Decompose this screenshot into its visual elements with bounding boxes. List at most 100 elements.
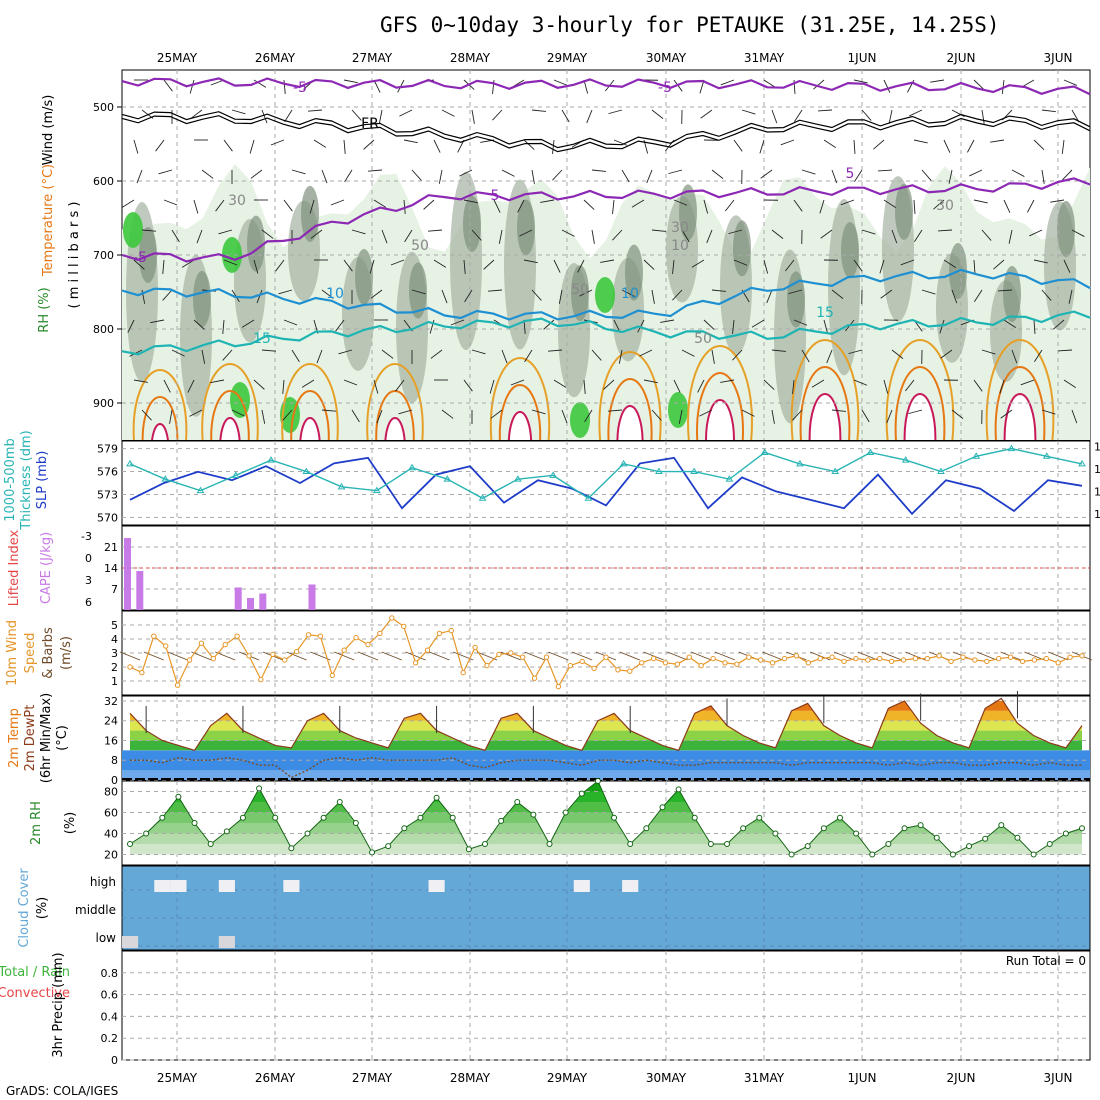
dewpoint-line xyxy=(130,757,1082,779)
rh-point xyxy=(514,799,521,805)
wind-barb xyxy=(973,199,988,204)
rh-point xyxy=(853,830,860,837)
wind-barb xyxy=(278,289,293,295)
warm-temp-contour xyxy=(885,339,955,440)
lifted-index-label: Lifted Index xyxy=(7,529,22,606)
wind-barb xyxy=(163,79,173,92)
temp-tick-label: 0 xyxy=(111,774,118,787)
wind-barb xyxy=(831,289,844,299)
bottom-date-label: 30MAY xyxy=(646,1071,687,1085)
wind-barb xyxy=(880,289,893,299)
warm-temp-contour xyxy=(151,423,169,440)
rh-shade-dark xyxy=(625,244,643,301)
rh-point xyxy=(772,830,779,837)
wind-barb xyxy=(463,379,473,392)
wind-barb xyxy=(933,199,945,210)
rh-point xyxy=(804,843,811,850)
wind-speed-point xyxy=(948,658,954,665)
rh-band xyxy=(130,802,1082,813)
wind-barb xyxy=(253,379,265,390)
wind-barb xyxy=(136,169,143,184)
wind-barb xyxy=(631,199,645,208)
precip-tick-label: 0.4 xyxy=(101,1010,119,1023)
thickness-point xyxy=(1042,452,1051,459)
wind-barb xyxy=(720,379,735,383)
temp-band xyxy=(130,730,1082,741)
rh-shade-dark xyxy=(355,248,373,305)
wind-barb xyxy=(878,169,893,172)
rh-point xyxy=(1014,834,1021,841)
warm-temp-contour xyxy=(808,393,842,440)
lifted-index-tick-label: 6 xyxy=(85,596,92,609)
rh-point xyxy=(982,835,989,842)
wind-barb xyxy=(308,109,323,112)
wind-barb xyxy=(792,409,803,421)
wind-barb xyxy=(351,229,366,235)
wind-barb xyxy=(921,169,932,181)
credit-label: GrADS: COLA/IGES xyxy=(6,1084,118,1098)
wind-barb xyxy=(939,319,945,334)
wind-barb xyxy=(672,259,675,274)
wind10m-axis-label: 10m Wind xyxy=(5,620,20,686)
wind-barb xyxy=(334,651,355,661)
wind-barb xyxy=(155,139,165,152)
wind-barb xyxy=(900,259,915,266)
contour-label: 30 xyxy=(228,193,246,209)
warm-temp-contour xyxy=(790,339,860,440)
wind-speed-point xyxy=(603,654,609,660)
wind-speed-point xyxy=(1055,660,1061,666)
wind-barb xyxy=(501,349,508,364)
wind-barb xyxy=(531,169,535,184)
warm-temp-contour xyxy=(290,390,330,440)
rh-point xyxy=(707,841,714,847)
wind-barb xyxy=(973,259,976,274)
thickness-point xyxy=(161,475,170,482)
wind-barb xyxy=(793,319,808,326)
wind-barb xyxy=(883,379,889,394)
cape-tick-label: 7 xyxy=(111,583,118,596)
rh-point xyxy=(191,820,198,826)
wind-speed-point xyxy=(139,669,145,676)
cloud-high-bar xyxy=(218,880,235,892)
wind-barb xyxy=(1053,319,1065,330)
wind-barb xyxy=(646,169,653,184)
wind-speed-point xyxy=(412,660,419,666)
wind-speed-point xyxy=(472,644,478,651)
rh2m-axis-label: (%) xyxy=(63,812,78,835)
bottom-date-label: 28MAY xyxy=(450,1071,491,1085)
wind-speed-point xyxy=(258,676,264,683)
wind-barb xyxy=(861,109,872,121)
wind-speed-point xyxy=(769,660,776,666)
wind-speed-point xyxy=(531,675,538,681)
rh-point xyxy=(869,851,876,858)
wind-barb xyxy=(733,259,748,266)
wind-barb xyxy=(792,379,795,394)
side-labels: Wind (m/s)Temperature (°C) RH (%) ( m i l … xyxy=(0,95,82,1058)
wind-barb xyxy=(621,169,630,183)
rh-shade-dark xyxy=(301,185,319,242)
wind-speed-point xyxy=(174,682,181,688)
contour-label: 30 xyxy=(671,220,689,236)
wind-barb xyxy=(771,229,784,239)
wind-barb xyxy=(501,169,515,177)
wind-barb xyxy=(763,259,769,274)
rh-shade-mid xyxy=(774,249,806,424)
wind-speed-point xyxy=(877,655,883,662)
thickness-tick-label: 573 xyxy=(97,488,118,501)
rh-point xyxy=(756,814,763,821)
wind-barb xyxy=(1041,289,1052,301)
cape-bar xyxy=(234,587,242,610)
precip-frame xyxy=(121,950,1091,1061)
rh-shade-dark xyxy=(1057,200,1075,257)
wind-barb xyxy=(741,109,756,115)
warm-temp-contour xyxy=(687,345,753,440)
wind-speed-point xyxy=(853,655,859,662)
wind-barb xyxy=(981,229,992,241)
rh-point xyxy=(611,814,618,821)
wind-barb xyxy=(1041,169,1045,184)
precip-tick-label: 0 xyxy=(111,1054,118,1067)
wind-barb xyxy=(763,79,776,89)
rh-shade-green xyxy=(668,392,688,428)
rh-point xyxy=(304,830,311,837)
wind-barb xyxy=(703,319,715,330)
